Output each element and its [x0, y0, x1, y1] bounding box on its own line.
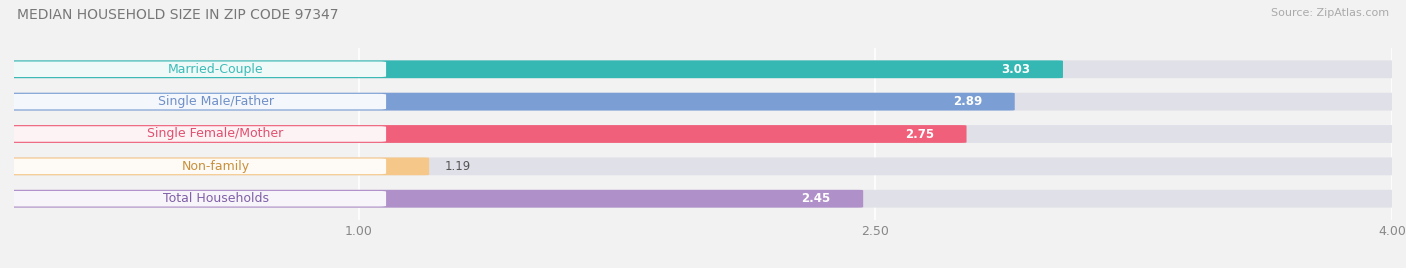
- FancyBboxPatch shape: [8, 158, 429, 175]
- Text: MEDIAN HOUSEHOLD SIZE IN ZIP CODE 97347: MEDIAN HOUSEHOLD SIZE IN ZIP CODE 97347: [17, 8, 339, 22]
- Text: 2.75: 2.75: [904, 128, 934, 140]
- FancyBboxPatch shape: [11, 62, 387, 77]
- Text: 2.45: 2.45: [801, 192, 831, 205]
- Text: Single Female/Mother: Single Female/Mother: [148, 128, 284, 140]
- Text: Non-family: Non-family: [181, 160, 250, 173]
- FancyBboxPatch shape: [8, 158, 1398, 175]
- FancyBboxPatch shape: [8, 93, 1015, 110]
- Text: 2.89: 2.89: [953, 95, 981, 108]
- FancyBboxPatch shape: [8, 60, 1398, 78]
- FancyBboxPatch shape: [8, 190, 863, 208]
- FancyBboxPatch shape: [11, 191, 387, 206]
- Text: 3.03: 3.03: [1001, 63, 1031, 76]
- FancyBboxPatch shape: [8, 125, 1398, 143]
- Text: Single Male/Father: Single Male/Father: [157, 95, 274, 108]
- FancyBboxPatch shape: [11, 126, 387, 142]
- FancyBboxPatch shape: [8, 93, 1398, 110]
- FancyBboxPatch shape: [8, 125, 966, 143]
- FancyBboxPatch shape: [8, 190, 1398, 208]
- FancyBboxPatch shape: [11, 94, 387, 109]
- Text: 1.19: 1.19: [444, 160, 471, 173]
- Text: Source: ZipAtlas.com: Source: ZipAtlas.com: [1271, 8, 1389, 18]
- Text: Married-Couple: Married-Couple: [167, 63, 263, 76]
- FancyBboxPatch shape: [8, 60, 1063, 78]
- Text: Total Households: Total Households: [163, 192, 269, 205]
- FancyBboxPatch shape: [11, 159, 387, 174]
